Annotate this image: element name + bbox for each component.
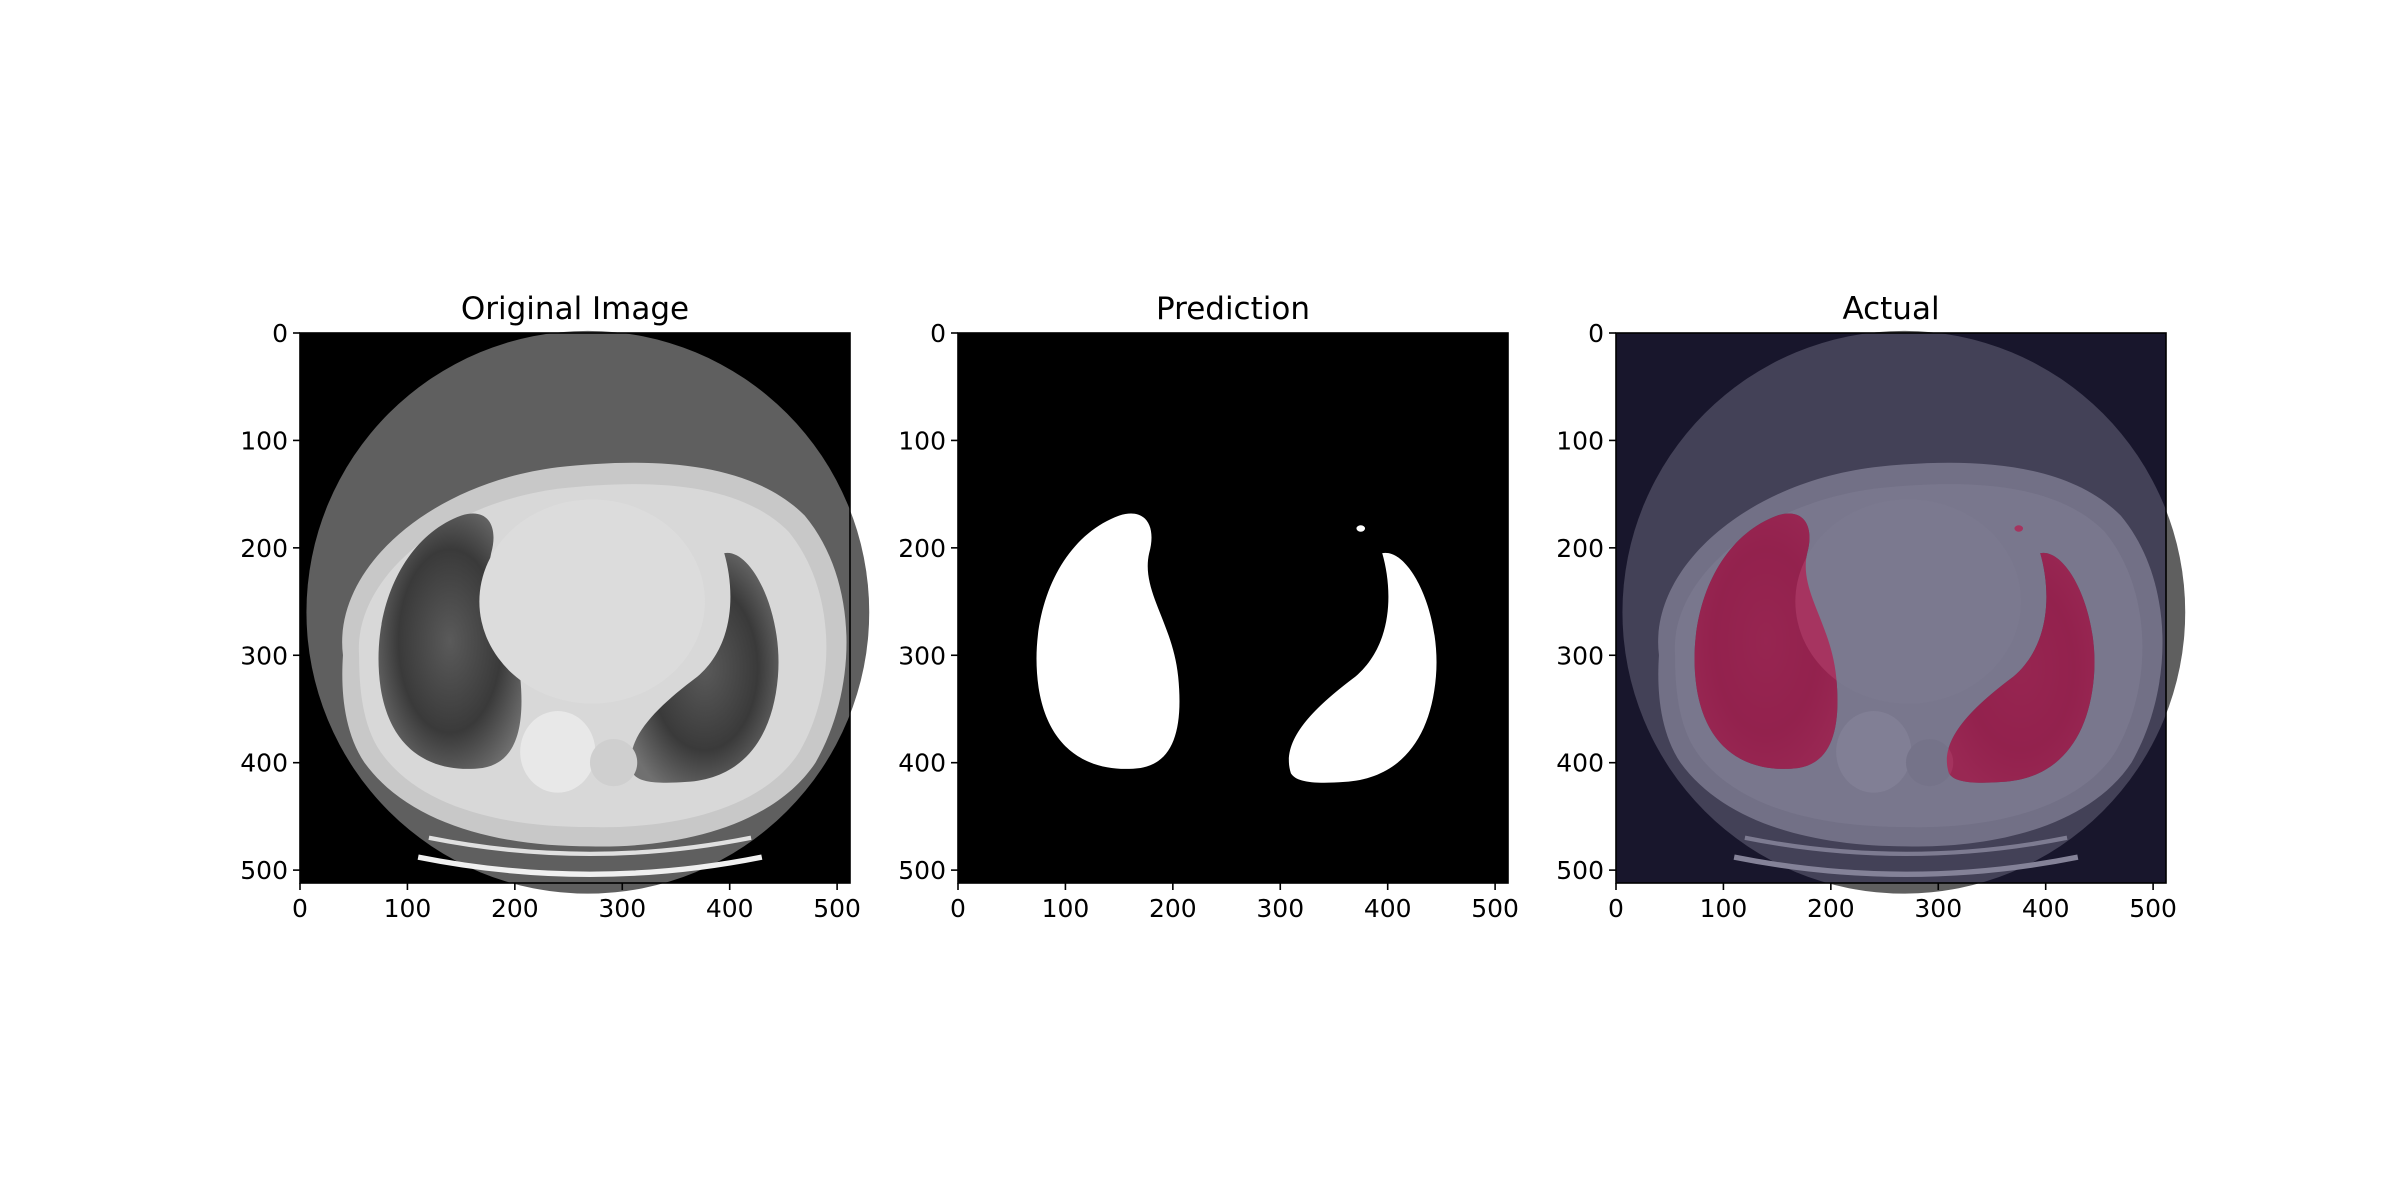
x-tick-label: 0 — [1608, 894, 1624, 923]
x-tick-label: 500 — [1471, 894, 1519, 923]
x-tick-label: 400 — [2022, 894, 2070, 923]
x-tick-label: 0 — [292, 894, 308, 923]
y-tick-label: 0 — [1588, 319, 1604, 348]
x-tick-label: 100 — [1042, 894, 1090, 923]
panel-title: Prediction — [1156, 291, 1310, 327]
y-tick-label: 500 — [898, 856, 946, 885]
x-tick-label: 400 — [1364, 894, 1412, 923]
panel-title: Actual — [1842, 291, 1939, 327]
axes-frame — [957, 332, 1509, 884]
x-tick-label: 100 — [384, 894, 432, 923]
panel-actual — [1615, 331, 2185, 894]
panel-prediction — [957, 332, 1509, 884]
panel-original — [299, 331, 869, 894]
x-tick-label: 100 — [1700, 894, 1748, 923]
y-tick-label: 500 — [240, 856, 288, 885]
x-tick-label: 300 — [1256, 894, 1304, 923]
y-tick-label: 0 — [272, 319, 288, 348]
y-tick-label: 500 — [1556, 856, 1604, 885]
x-tick-label: 400 — [706, 894, 754, 923]
x-tick-label: 200 — [1149, 894, 1197, 923]
y-tick-label: 100 — [240, 426, 288, 455]
y-tick-label: 400 — [1556, 749, 1604, 778]
y-tick-label: 200 — [1556, 534, 1604, 563]
y-tick-label: 0 — [930, 319, 946, 348]
y-tick-label: 100 — [898, 426, 946, 455]
x-tick-label: 500 — [2129, 894, 2177, 923]
x-tick-label: 200 — [491, 894, 539, 923]
y-tick-label: 300 — [898, 641, 946, 670]
x-tick-label: 500 — [813, 894, 861, 923]
y-tick-label: 100 — [1556, 426, 1604, 455]
x-tick-label: 300 — [1914, 894, 1962, 923]
panel-title: Original Image — [461, 291, 689, 327]
x-tick-label: 0 — [950, 894, 966, 923]
y-tick-label: 300 — [1556, 641, 1604, 670]
x-tick-label: 200 — [1807, 894, 1855, 923]
y-tick-label: 300 — [240, 641, 288, 670]
axes-frame — [1615, 332, 2167, 884]
y-tick-label: 200 — [240, 534, 288, 563]
ct-slice-image — [306, 331, 869, 894]
y-tick-label: 200 — [898, 534, 946, 563]
y-tick-label: 400 — [898, 749, 946, 778]
axes-frame — [299, 332, 851, 884]
y-tick-label: 400 — [240, 749, 288, 778]
x-tick-label: 300 — [598, 894, 646, 923]
